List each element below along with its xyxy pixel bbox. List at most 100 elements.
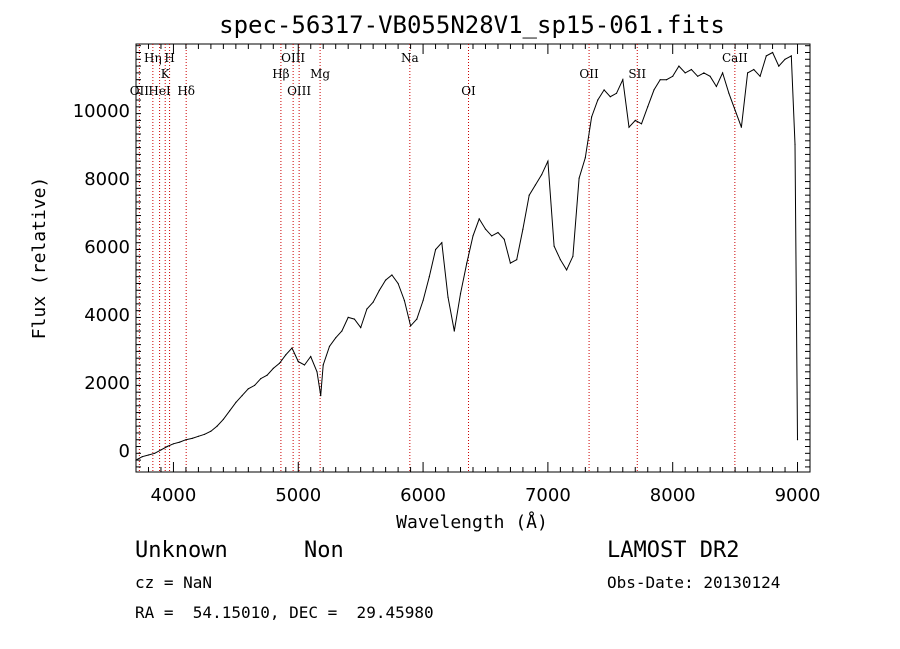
spectrum-point-48: [428, 276, 430, 278]
spectral-line-markers: OII Hη HeI KH Hδ Hβ OIII OIII Mg Na OI OII SII CaII: [130, 44, 748, 472]
spectrum-point-95: [722, 72, 724, 74]
spectrum-point-34: [341, 330, 343, 332]
spectrum-point-88: [678, 65, 680, 67]
spectrum-point-36: [353, 318, 355, 320]
line-marker-label-8: OIII: [287, 84, 311, 98]
spectrum-point-93: [709, 75, 711, 77]
spectrum-point-5: [166, 445, 168, 448]
spectrum-point-61: [509, 262, 511, 264]
spectrum-point-80: [628, 126, 630, 128]
spectrum-point-24: [285, 354, 287, 356]
line-marker-label-12: OII: [579, 67, 599, 81]
spectrum-point-21: [266, 374, 268, 376]
line-marker-label-0: OII: [130, 84, 150, 98]
spectrum-point-9: [191, 437, 193, 439]
spectrum-point-71: [572, 255, 574, 257]
spectrum-point-11: [204, 433, 206, 435]
spectrum-point-104: [778, 65, 780, 67]
spectrum-point-52: [453, 330, 455, 332]
spectrum-point-92: [703, 72, 705, 74]
spectrum-point-28: [310, 355, 312, 358]
y-tick-label-2: 4000: [84, 305, 130, 326]
spectrum-point-85: [659, 79, 661, 81]
spectrum-point-20: [260, 378, 262, 380]
coordinates: RA = 54.15010, DEC = 29.45980: [135, 603, 434, 622]
spectrum-point-103: [772, 51, 774, 54]
spectrum-point-25: [291, 347, 293, 349]
spectrum-point-77: [609, 96, 611, 98]
spectrum-point-79: [622, 79, 624, 81]
spectrum-point-14: [222, 418, 224, 420]
spectrum-point-26: [297, 361, 299, 363]
spectrum-point-33: [335, 337, 337, 339]
spectrum-point-57: [484, 228, 487, 230]
line-marker-label-14: CaII: [722, 51, 748, 65]
spectrum-point-23: [278, 362, 281, 364]
line-marker-label-6: Hβ: [272, 67, 289, 81]
spectrum-point-102: [765, 55, 767, 57]
spectrum-point-75: [597, 99, 599, 101]
spectrum-point-30: [320, 395, 322, 397]
spectrum-point-29: [316, 371, 318, 373]
spectrum-point-78: [615, 92, 618, 94]
spectrum-point-10: [197, 435, 199, 437]
x-tick-label-4: 8000: [650, 485, 696, 506]
spectrum-point-97: [734, 109, 736, 111]
y-tick-label-5: 10000: [73, 101, 130, 122]
spectrum-point-40: [378, 289, 380, 291]
spectrum-point-101: [759, 75, 761, 77]
spectrum-point-12: [210, 430, 212, 432]
spectrum-point-17: [241, 395, 243, 397]
spectrum-point-60: [503, 238, 505, 240]
spectrum-point-69: [559, 259, 562, 261]
spectrum-point-46: [416, 318, 418, 320]
spectrum-point-38: [366, 308, 368, 310]
spectrum-point-64: [528, 194, 530, 196]
spectrum-point-86: [665, 79, 668, 81]
spectrum-point-44: [403, 299, 405, 302]
spectrum-point-105: [784, 58, 786, 60]
x-axis: 4000 5000 6000 7000 8000 9000: [135, 44, 821, 506]
spectrum-point-45: [410, 325, 412, 327]
y-tick-label-3: 6000: [84, 237, 130, 258]
y-tick-label-1: 2000: [84, 373, 130, 394]
x-tick-label-0: 4000: [151, 485, 197, 506]
spectrum-point-8: [185, 439, 187, 441]
spectrum-point-54: [466, 262, 468, 264]
plot-frame: [135, 43, 811, 473]
spectrum-point-82: [640, 123, 643, 125]
spectrum-point-74: [591, 116, 593, 118]
x-tick-label-5: 9000: [775, 485, 821, 506]
spectrum-point-15: [229, 410, 231, 412]
spectrum-point-59: [497, 231, 499, 234]
spectrum-point-100: [753, 68, 755, 71]
object-subclass: Non: [304, 538, 344, 563]
spectrum-point-70: [566, 269, 568, 271]
spectrum-point-84: [653, 89, 655, 91]
chart-title: spec-56317-VB055N28V1_sp15-061.fits: [219, 11, 725, 39]
spectrum-point-107: [794, 143, 796, 145]
spectrum-point-96: [728, 92, 730, 94]
spectrum-point-13: [216, 425, 218, 427]
spectrum-point-56: [478, 218, 480, 220]
y-tick-label-0: 0: [119, 441, 130, 462]
spectrum-point-27: [303, 364, 306, 366]
spectrum-point-73: [584, 157, 586, 159]
spectrum-point-81: [634, 119, 636, 121]
spectrum-point-99: [747, 72, 749, 74]
spectrum-point-47: [422, 299, 424, 302]
spectrum-point-39: [372, 301, 374, 303]
spectrum-point-67: [547, 160, 549, 162]
spectrum-point-42: [391, 274, 393, 276]
spectrum-point-108: [796, 439, 799, 441]
spectrum-point-19: [254, 384, 256, 386]
spectrum-point-6: [172, 443, 174, 445]
spectrum-point-41: [385, 279, 387, 281]
line-marker-label-4: H: [164, 51, 174, 65]
spectrum-point-18: [247, 388, 249, 390]
spectrum-point-49: [435, 248, 437, 251]
spectrum-point-94: [715, 85, 718, 88]
spectrum-point-22: [272, 367, 274, 369]
spectrum-point-43: [397, 282, 399, 285]
spectrum-point-65: [534, 184, 537, 186]
